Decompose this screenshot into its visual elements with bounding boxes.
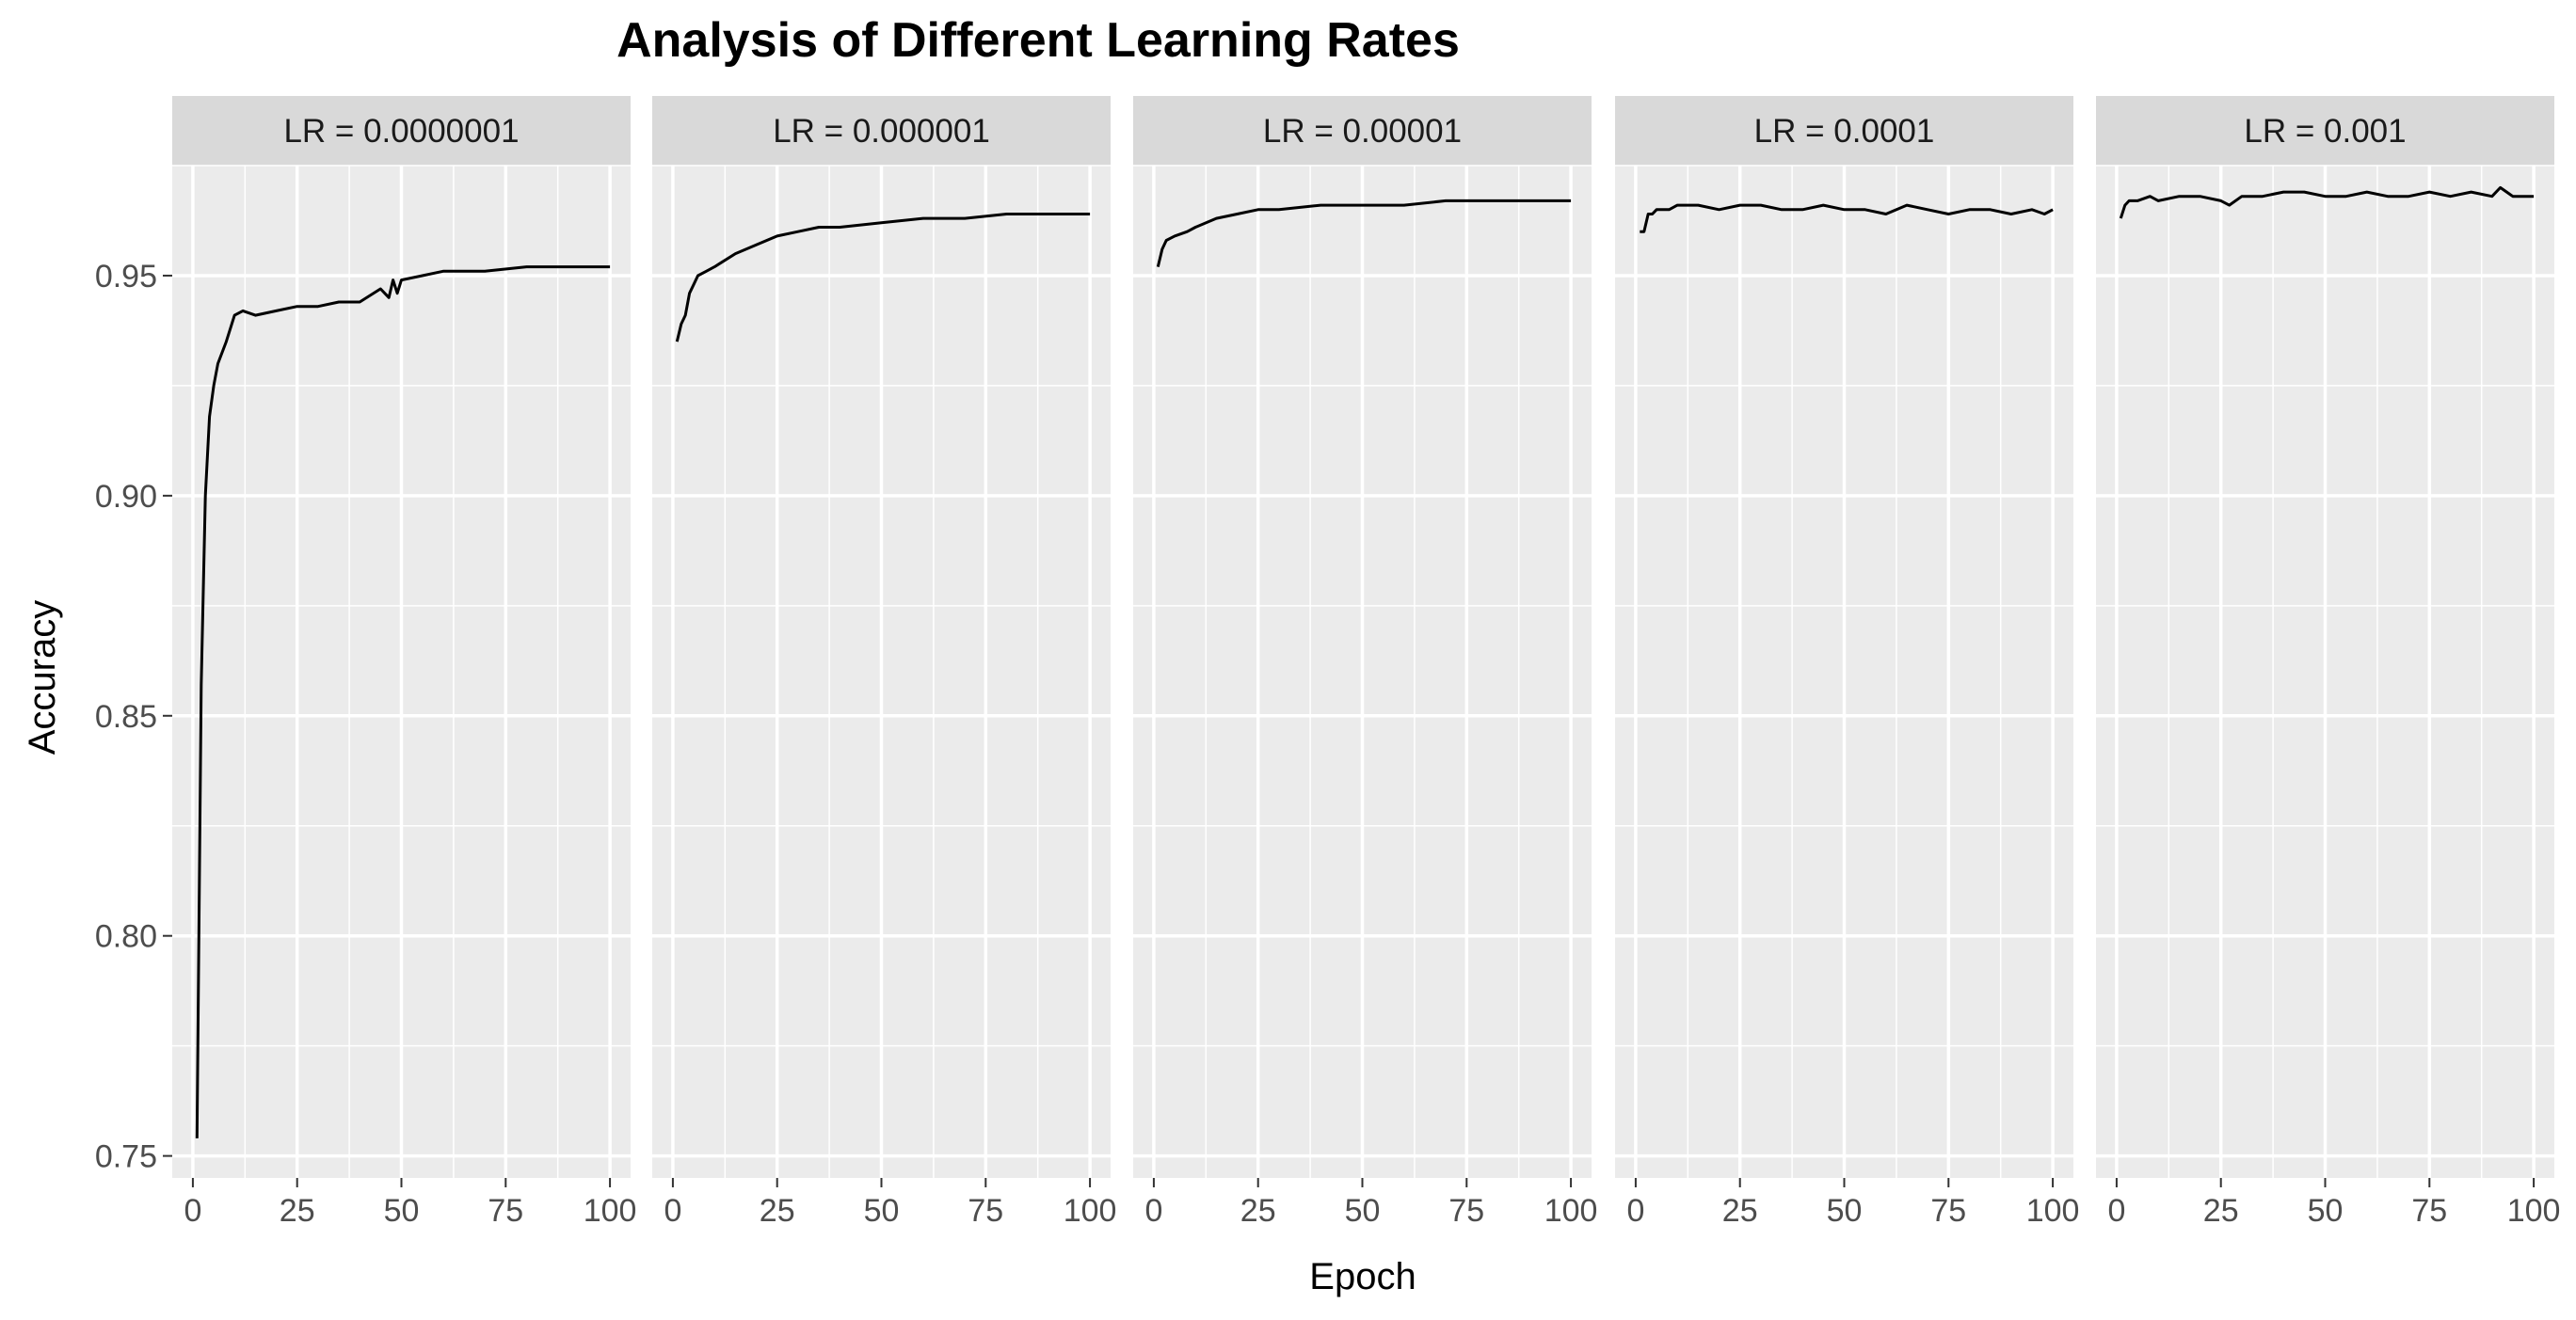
x-tick-label: 50 bbox=[1827, 1193, 1863, 1229]
facet-strip-label: LR = 0.000001 bbox=[773, 113, 990, 150]
accuracy-line bbox=[2119, 185, 2535, 219]
x-tick-label: 50 bbox=[384, 1193, 420, 1229]
x-tick-label: 50 bbox=[2308, 1193, 2344, 1229]
x-tick-label: 75 bbox=[2411, 1193, 2447, 1229]
facet-strip-label: LR = 0.00001 bbox=[1263, 113, 1462, 150]
x-tick-label: 25 bbox=[1722, 1193, 1758, 1229]
accuracy-line bbox=[1640, 203, 2054, 233]
facet-strip bbox=[652, 96, 1111, 166]
x-tick-label: 0 bbox=[1626, 1193, 1644, 1229]
accuracy-line bbox=[1156, 199, 1572, 267]
x-tick-label: 100 bbox=[584, 1193, 637, 1229]
facet-panel-1: LR = 0.0000001 0 25 50 75 100 0.75 0.80 0.85 0.90… bbox=[95, 96, 637, 1229]
chart-title: Analysis of Different Learning Rates bbox=[616, 13, 1460, 68]
facet-strip bbox=[172, 96, 631, 166]
x-tick-label: 0 bbox=[2107, 1193, 2125, 1229]
y-tick-label: 0.75 bbox=[95, 1139, 157, 1175]
x-tick-label: 100 bbox=[1544, 1193, 1598, 1229]
accuracy-line bbox=[195, 265, 611, 1138]
x-tick-label: 100 bbox=[1064, 1193, 1117, 1229]
x-tick-label: 100 bbox=[2026, 1193, 2080, 1229]
x-tick-label: 50 bbox=[864, 1193, 900, 1229]
x-tick-label: 75 bbox=[968, 1193, 1003, 1229]
x-tick-label: 75 bbox=[1448, 1193, 1484, 1229]
y-tick-label: 0.95 bbox=[95, 259, 157, 294]
facet-strip bbox=[1133, 96, 1592, 166]
facet-strip bbox=[1615, 96, 2073, 166]
x-tick-label: 75 bbox=[1930, 1193, 1966, 1229]
y-axis-title: Accuracy bbox=[22, 600, 63, 755]
facet-panel-5: LR = 0.001 0 25 50 75 100 bbox=[2096, 96, 2560, 1229]
x-tick-label: 0 bbox=[184, 1193, 201, 1229]
x-tick-label: 100 bbox=[2507, 1193, 2561, 1229]
x-tick-label: 25 bbox=[760, 1193, 795, 1229]
y-tick-label: 0.80 bbox=[95, 919, 157, 955]
x-axis-title: Epoch bbox=[1309, 1256, 1416, 1297]
x-tick-label: 25 bbox=[1240, 1193, 1276, 1229]
facet-strip-label: LR = 0.0000001 bbox=[283, 113, 519, 150]
facet-strip-label: LR = 0.0001 bbox=[1754, 113, 1935, 150]
facet-panel-3: LR = 0.00001 0 25 50 75 100 bbox=[1133, 96, 1597, 1229]
facet-strip bbox=[2096, 96, 2554, 166]
x-tick-label: 25 bbox=[280, 1193, 315, 1229]
y-tick-label: 0.85 bbox=[95, 699, 157, 735]
facet-panel-2: LR = 0.000001 0 25 50 75 100 bbox=[652, 96, 1116, 1229]
facet-panels: LR = 0.0000001 0 25 50 75 100 0.75 0.80 0.85 0.90… bbox=[95, 96, 2560, 1229]
accuracy-line bbox=[675, 213, 1091, 342]
x-tick-label: 25 bbox=[2203, 1193, 2239, 1229]
facet-panel-4: LR = 0.0001 0 25 50 75 100 bbox=[1615, 96, 2079, 1229]
x-tick-label: 0 bbox=[664, 1193, 681, 1229]
x-tick-label: 50 bbox=[1345, 1193, 1381, 1229]
facet-strip-label: LR = 0.001 bbox=[2244, 113, 2406, 150]
x-tick-label: 0 bbox=[1144, 1193, 1162, 1229]
y-tick-label: 0.90 bbox=[95, 479, 157, 515]
x-tick-label: 75 bbox=[488, 1193, 523, 1229]
